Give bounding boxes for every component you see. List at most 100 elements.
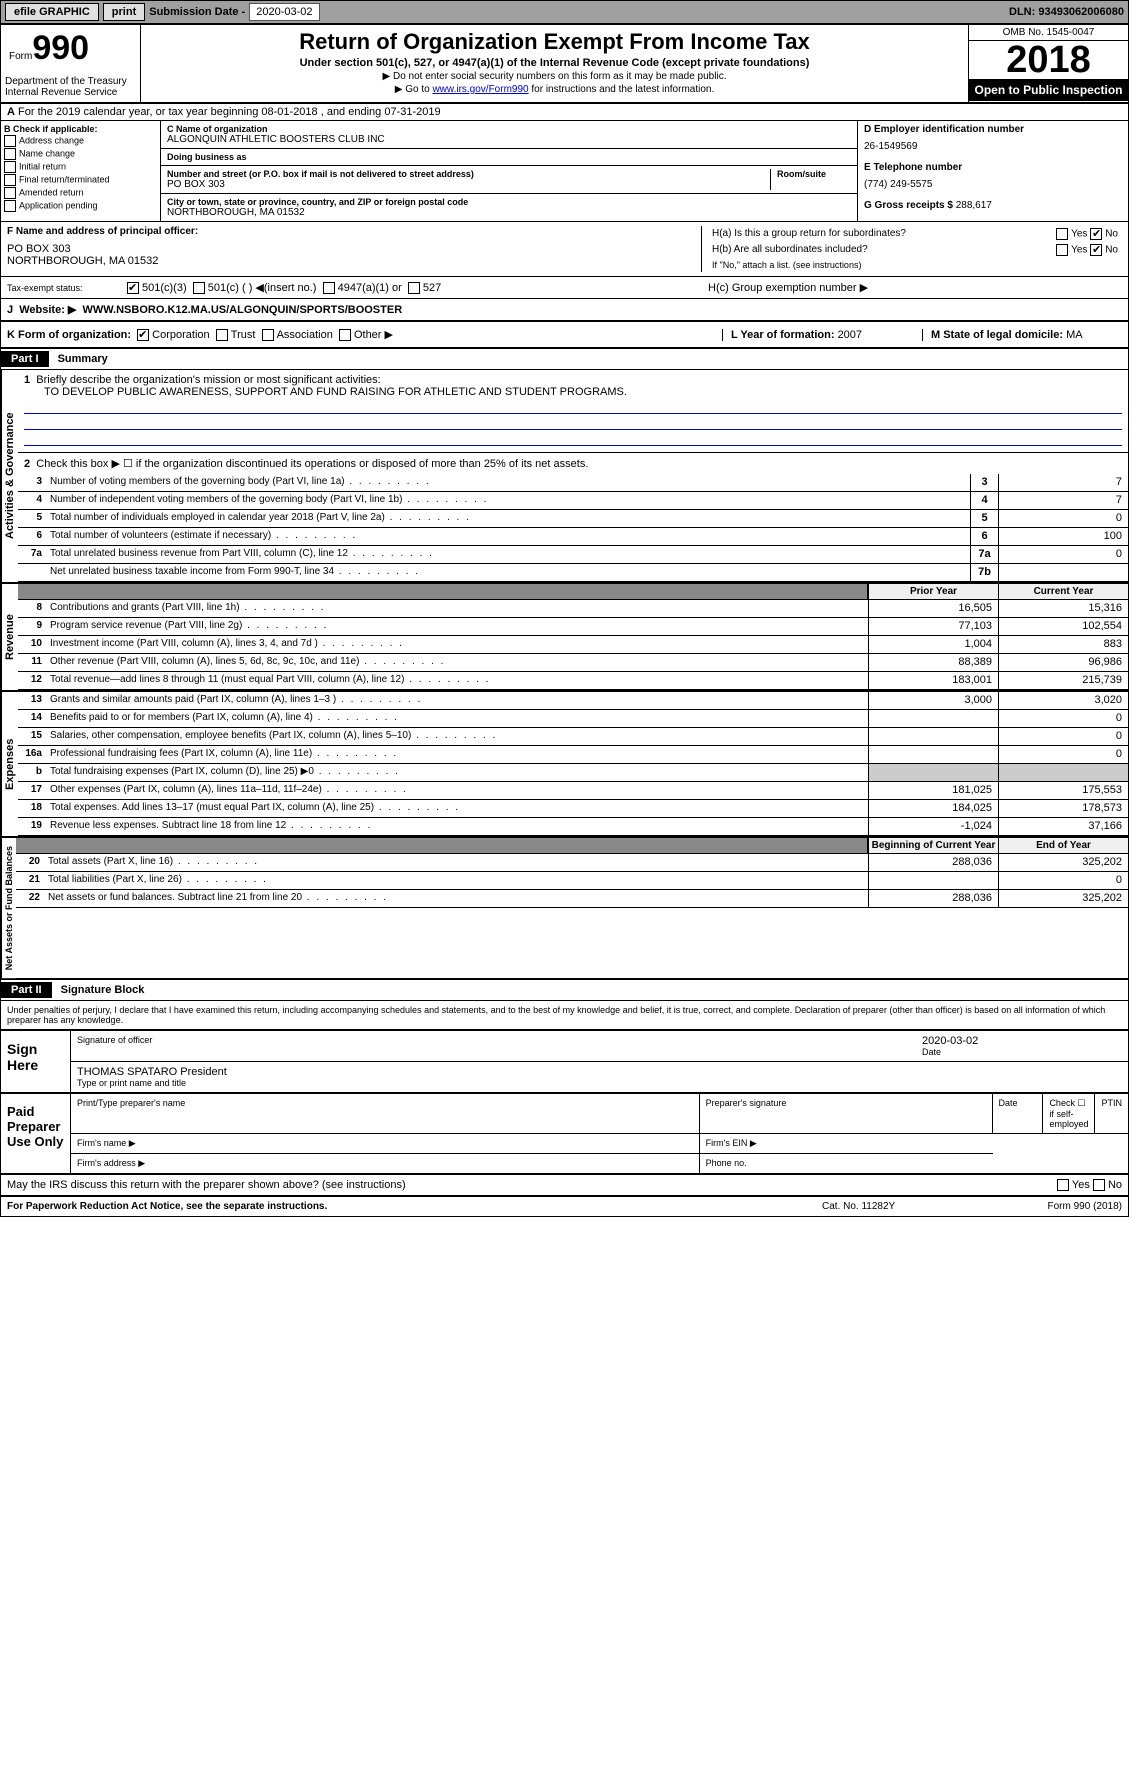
summary-line: 4Number of independent voting members of… <box>18 492 1128 510</box>
city-state-zip: NORTHBOROUGH, MA 01532 <box>167 207 851 218</box>
mission-area: 1 Briefly describe the organization's mi… <box>18 370 1128 452</box>
hb-row: H(b) Are all subordinates included? Yes … <box>708 242 1122 258</box>
year-box: OMB No. 1545-0047 2018 Open to Public In… <box>968 25 1128 102</box>
checkbox-option[interactable]: Name change <box>4 148 157 160</box>
current-year-header: Current Year <box>998 584 1128 599</box>
ha-no-checkbox[interactable] <box>1090 228 1102 240</box>
hb-note: If "No," attach a list. (see instruction… <box>708 258 1122 272</box>
org-name: ALGONQUIN ATHLETIC BOOSTERS CLUB INC <box>167 134 851 145</box>
cat-number: Cat. No. 11282Y <box>822 1201 972 1212</box>
tax-exempt-row: Tax-exempt status: 501(c)(3) 501(c) ( ) … <box>1 277 1128 299</box>
assoc-checkbox[interactable] <box>262 329 274 341</box>
summary-line: 19Revenue less expenses. Subtract line 1… <box>18 818 1128 836</box>
irs-link[interactable]: www.irs.gov/Form990 <box>432 84 528 95</box>
state-domicile: MA <box>1066 329 1083 341</box>
phone-cell: E Telephone number (774) 249-5575 <box>864 162 1122 196</box>
phone-no-cell: Phone no. <box>700 1154 993 1173</box>
instruction-link: ▶ Go to www.irs.gov/Form990 for instruct… <box>149 84 960 95</box>
expenses-label: Expenses <box>1 692 18 836</box>
activities-governance-label: Activities & Governance <box>1 370 18 582</box>
trust-checkbox[interactable] <box>216 329 228 341</box>
line-a: A For the 2019 calendar year, or tax yea… <box>1 104 1128 121</box>
website-value: WWW.NSBORO.K12.MA.US/ALGONQUIN/SPORTS/BO… <box>83 304 403 316</box>
checkbox-option[interactable]: Amended return <box>4 187 157 199</box>
checkbox-option[interactable]: Initial return <box>4 161 157 173</box>
summary-line: 7aTotal unrelated business revenue from … <box>18 546 1128 564</box>
summary-line: 22Net assets or fund balances. Subtract … <box>16 890 1128 908</box>
summary-line: bTotal fundraising expenses (Part IX, co… <box>18 764 1128 782</box>
527-checkbox[interactable] <box>408 282 420 294</box>
summary-line: 3Number of voting members of the governi… <box>18 474 1128 492</box>
phone-value: (774) 249-5575 <box>864 173 1122 196</box>
other-checkbox[interactable] <box>339 329 351 341</box>
form-number: 990 <box>32 29 89 67</box>
summary-line: 16aProfessional fundraising fees (Part I… <box>18 746 1128 764</box>
discuss-row: May the IRS discuss this return with the… <box>1 1175 1128 1197</box>
address-row: Number and street (or P.O. box if mail i… <box>161 166 857 194</box>
part-i-header: Part I <box>1 351 49 367</box>
website-row: J Website: ▶ WWW.NSBORO.K12.MA.US/ALGONQ… <box>1 299 1128 322</box>
part-ii-title: Signature Block <box>61 984 145 996</box>
hc-row: H(c) Group exemption number ▶ <box>702 281 1122 294</box>
summary-line: 6Total number of volunteers (estimate if… <box>18 528 1128 546</box>
signature-officer-label: Signature of officer <box>77 1035 922 1057</box>
open-public-badge: Open to Public Inspection <box>969 79 1128 101</box>
line-2: 2 Check this box ▶ ☐ if the organization… <box>18 452 1128 474</box>
firm-addr-cell: Firm's address ▶ <box>71 1154 700 1173</box>
part-ii-header: Part II <box>1 982 52 998</box>
form-word: Form <box>9 51 32 62</box>
paid-preparer-label: Paid Preparer Use Only <box>1 1094 71 1173</box>
prep-name-header: Print/Type preparer's name <box>71 1094 700 1134</box>
prior-year-header: Prior Year <box>868 584 998 599</box>
summary-line: 10Investment income (Part VIII, column (… <box>18 636 1128 654</box>
part-i-title: Summary <box>58 353 108 365</box>
checkbox-option[interactable]: Final return/terminated <box>4 174 157 186</box>
efile-header: efile GRAPHIC print Submission Date - 20… <box>0 0 1129 24</box>
begin-year-header: Beginning of Current Year <box>868 838 998 853</box>
officer-name: THOMAS SPATARO President <box>77 1066 227 1078</box>
summary-line: 12Total revenue—add lines 8 through 11 (… <box>18 672 1128 690</box>
501c3-checkbox[interactable] <box>127 282 139 294</box>
summary-line: 18Total expenses. Add lines 13–17 (must … <box>18 800 1128 818</box>
ha-row: H(a) Is this a group return for subordin… <box>708 226 1122 242</box>
print-button[interactable]: print <box>103 3 145 21</box>
summary-line: 21Total liabilities (Part X, line 26)0 <box>16 872 1128 890</box>
revenue-label: Revenue <box>1 584 18 690</box>
sign-here-label: Sign Here <box>1 1031 71 1092</box>
ptin-header: PTIN <box>1095 1094 1128 1134</box>
prep-date-header: Date <box>993 1094 1044 1134</box>
street-address: PO BOX 303 <box>167 179 770 190</box>
pra-notice: For Paperwork Reduction Act Notice, see … <box>7 1201 822 1212</box>
summary-line: 14Benefits paid to or for members (Part … <box>18 710 1128 728</box>
submission-date: 2020-03-02 <box>249 3 319 21</box>
net-assets-label: Net Assets or Fund Balances <box>1 838 16 978</box>
instruction-ssn: ▶ Do not enter social security numbers o… <box>149 71 960 82</box>
section-i-label: Tax-exempt status: <box>7 283 127 293</box>
summary-line: 17Other expenses (Part IX, column (A), l… <box>18 782 1128 800</box>
4947-checkbox[interactable] <box>323 282 335 294</box>
corp-checkbox[interactable] <box>137 329 149 341</box>
gross-receipts-cell: G Gross receipts $ 288,617 <box>864 200 1122 211</box>
summary-line: 5Total number of individuals employed in… <box>18 510 1128 528</box>
form-footer: Form 990 (2018) <box>972 1201 1122 1212</box>
efile-label: efile GRAPHIC <box>5 3 99 21</box>
end-year-header: End of Year <box>998 838 1128 853</box>
hb-no-checkbox[interactable] <box>1090 244 1102 256</box>
k-row: K Form of organization: Corporation Trus… <box>1 322 1128 349</box>
discuss-no-checkbox[interactable] <box>1093 1179 1105 1191</box>
mission-text: TO DEVELOP PUBLIC AWARENESS, SUPPORT AND… <box>24 386 1122 398</box>
summary-line: Net unrelated business taxable income fr… <box>18 564 1128 582</box>
checkbox-option[interactable]: Address change <box>4 135 157 147</box>
ha-yes-checkbox[interactable] <box>1056 228 1068 240</box>
discuss-yes-checkbox[interactable] <box>1057 1179 1069 1191</box>
submission-date-label: Submission Date - <box>149 6 245 18</box>
tax-year: 2018 <box>969 41 1128 79</box>
501c-checkbox[interactable] <box>193 282 205 294</box>
hb-yes-checkbox[interactable] <box>1056 244 1068 256</box>
prep-sig-header: Preparer's signature <box>700 1094 993 1134</box>
city-cell: City or town, state or province, country… <box>161 194 857 221</box>
summary-line: 15Salaries, other compensation, employee… <box>18 728 1128 746</box>
main-title: Return of Organization Exempt From Incom… <box>149 29 960 55</box>
checkbox-option[interactable]: Application pending <box>4 200 157 212</box>
balance-header-row: Beginning of Current Year End of Year <box>16 838 1128 854</box>
